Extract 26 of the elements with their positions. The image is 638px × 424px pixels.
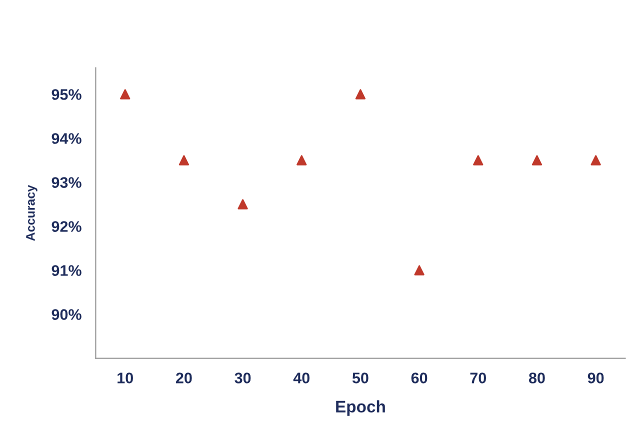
point — [178, 155, 190, 166]
x-tick-label: 30 — [234, 372, 251, 384]
y-tick-label: 91% — [52, 265, 82, 276]
x-axis-title: Epoch — [336, 400, 385, 416]
x-tick-label: 80 — [528, 372, 545, 384]
point — [296, 155, 307, 166]
y-tick-label: 90% — [52, 309, 82, 320]
x-tick-label: 70 — [470, 372, 486, 384]
point — [238, 199, 248, 210]
x-tick-label: 50 — [352, 372, 368, 384]
y-axis-title: Accuracy — [26, 184, 38, 241]
point — [355, 89, 366, 100]
point — [120, 89, 130, 100]
point — [414, 265, 424, 276]
y-tick-label: 92% — [52, 221, 82, 232]
x-tick-label: 20 — [176, 372, 192, 384]
y-tick-label: 95% — [52, 89, 82, 100]
x-tick-label: 90 — [588, 372, 604, 384]
y-tick-label: 93% — [52, 177, 82, 188]
y-tick-label: 94% — [52, 133, 82, 144]
x-tick-label: 60 — [411, 372, 428, 384]
point — [473, 155, 484, 166]
point — [590, 155, 601, 166]
x-tick-label: 10 — [118, 372, 133, 384]
x-tick-label: 40 — [293, 372, 310, 384]
point — [532, 155, 542, 166]
